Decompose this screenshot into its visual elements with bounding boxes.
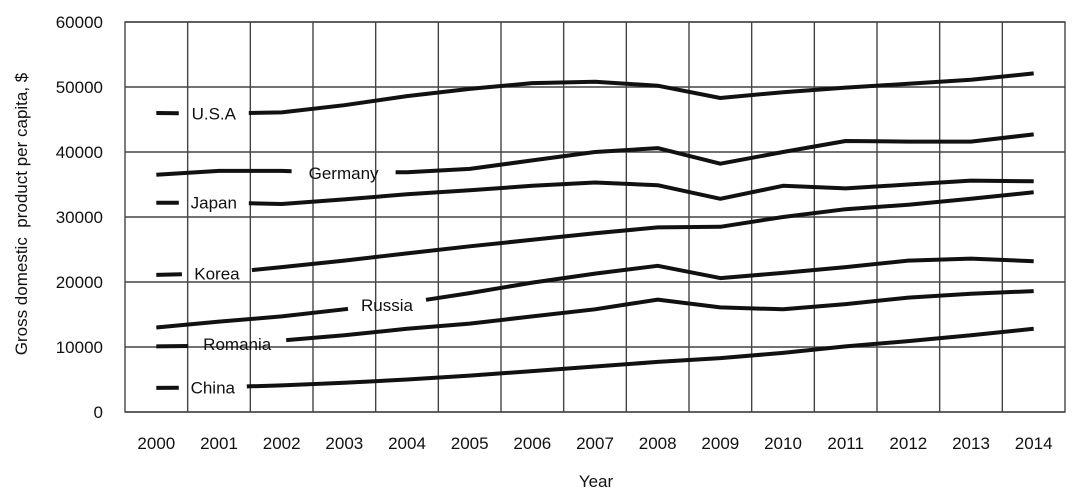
series-line-germany	[395, 132, 1034, 175]
series-line-china	[246, 326, 1034, 389]
x-tick-label: 2005	[451, 434, 489, 453]
series-label: Romania	[203, 335, 272, 354]
y-tick-label: 40000	[56, 143, 103, 162]
series-line-germany	[156, 168, 292, 177]
x-tick-label: 2000	[137, 434, 175, 453]
x-tick-label: 2003	[325, 434, 363, 453]
x-tick-label: 2008	[639, 434, 677, 453]
series-line-romania	[286, 289, 1034, 343]
series-line-russia	[425, 256, 1034, 302]
x-axis-title: Year	[579, 472, 614, 491]
series-label: Germany	[309, 164, 379, 183]
y-tick-label: 50000	[56, 78, 103, 97]
series-label: U.S.A	[192, 105, 237, 124]
x-tick-label: 2011	[827, 434, 864, 453]
series-labels: U.S.A Germany Japan Korea Russia Romania China	[191, 105, 414, 398]
series-lines	[156, 71, 1034, 390]
series-label: Russia	[361, 296, 414, 315]
x-tick-label: 2013	[952, 434, 990, 453]
series-line-usa	[248, 71, 1034, 115]
y-tick-label: 30000	[56, 208, 103, 227]
x-tick-label: 2006	[513, 434, 551, 453]
y-tick-label: 10000	[56, 338, 103, 357]
series-line-japan	[248, 178, 1034, 206]
series-label: China	[191, 378, 236, 397]
y-axis-ticks: 0 10000 20000 30000 40000 50000 60000	[56, 13, 103, 422]
series-line-russia	[156, 306, 349, 330]
x-tick-label: 2007	[576, 434, 614, 453]
x-tick-label: 2012	[889, 434, 927, 453]
y-tick-label: 60000	[56, 13, 103, 32]
series-label: Japan	[191, 194, 237, 213]
x-axis-ticks: 2000 2001 2002 2003 2004 2005 2006 2007 2008 2009…	[137, 434, 1052, 453]
x-tick-label: 2010	[764, 434, 802, 453]
series-line-korea	[156, 272, 182, 277]
series-label: Korea	[194, 265, 240, 284]
series-line-korea	[251, 190, 1034, 273]
y-axis-title: Gross domestic product per capita, $	[12, 72, 31, 355]
y-tick-label: 20000	[56, 273, 103, 292]
x-tick-label: 2002	[263, 434, 301, 453]
y-tick-label: 0	[94, 403, 103, 422]
x-tick-label: 2009	[701, 434, 739, 453]
x-tick-label: 2004	[388, 434, 426, 453]
x-tick-label: 2001	[200, 434, 238, 453]
x-tick-label: 2014	[1015, 434, 1053, 453]
